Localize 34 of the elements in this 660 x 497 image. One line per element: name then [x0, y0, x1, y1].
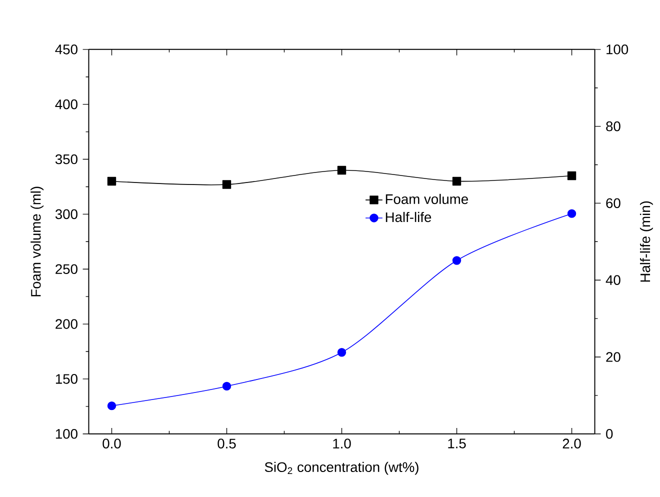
- y2-tick-label: 40: [606, 275, 620, 285]
- x-tick-label: 0.0: [102, 438, 121, 448]
- y-tick-label: 200: [56, 319, 78, 329]
- y-axis-title: Foam volume (ml): [30, 186, 44, 296]
- point: [222, 382, 232, 390]
- y2-tick-label: 60: [606, 198, 620, 208]
- y-tick-label: 300: [55, 209, 78, 220]
- legend-label: Half-life: [386, 212, 432, 222]
- point: [567, 209, 576, 218]
- y-tick-label: 100: [56, 428, 78, 439]
- x-tick-label: 1.0: [333, 438, 351, 448]
- x-axis-title: SiO$_{2}$ concentration (wt%): [264, 462, 418, 475]
- x-tick-label: 1.5: [448, 438, 466, 448]
- point: [452, 256, 462, 265]
- y-tick-label: 450: [55, 44, 78, 54]
- x-tick-label: 2.0: [562, 438, 581, 448]
- x-tick-label: 0.5: [218, 438, 236, 448]
- y2-tick-label: 20: [606, 352, 620, 362]
- y2-tick-label: 0: [606, 428, 613, 439]
- y2-axis-title: Half-life (min): [640, 201, 653, 282]
- y-tick-label: 250: [56, 264, 78, 274]
- point: [222, 180, 232, 189]
- point: [567, 171, 576, 180]
- point: [107, 401, 116, 410]
- y2-tick-label: 80: [606, 121, 620, 132]
- point: [337, 348, 346, 357]
- legend-label: Foam volume: [386, 194, 468, 204]
- y-tick-label: 150: [56, 374, 78, 384]
- point: [337, 166, 346, 175]
- y-tick-label: 400: [55, 99, 78, 110]
- point: [107, 176, 116, 186]
- y-tick-label: 350: [55, 154, 78, 164]
- point: [452, 176, 462, 186]
- y2-tick-label: 100: [606, 44, 628, 54]
